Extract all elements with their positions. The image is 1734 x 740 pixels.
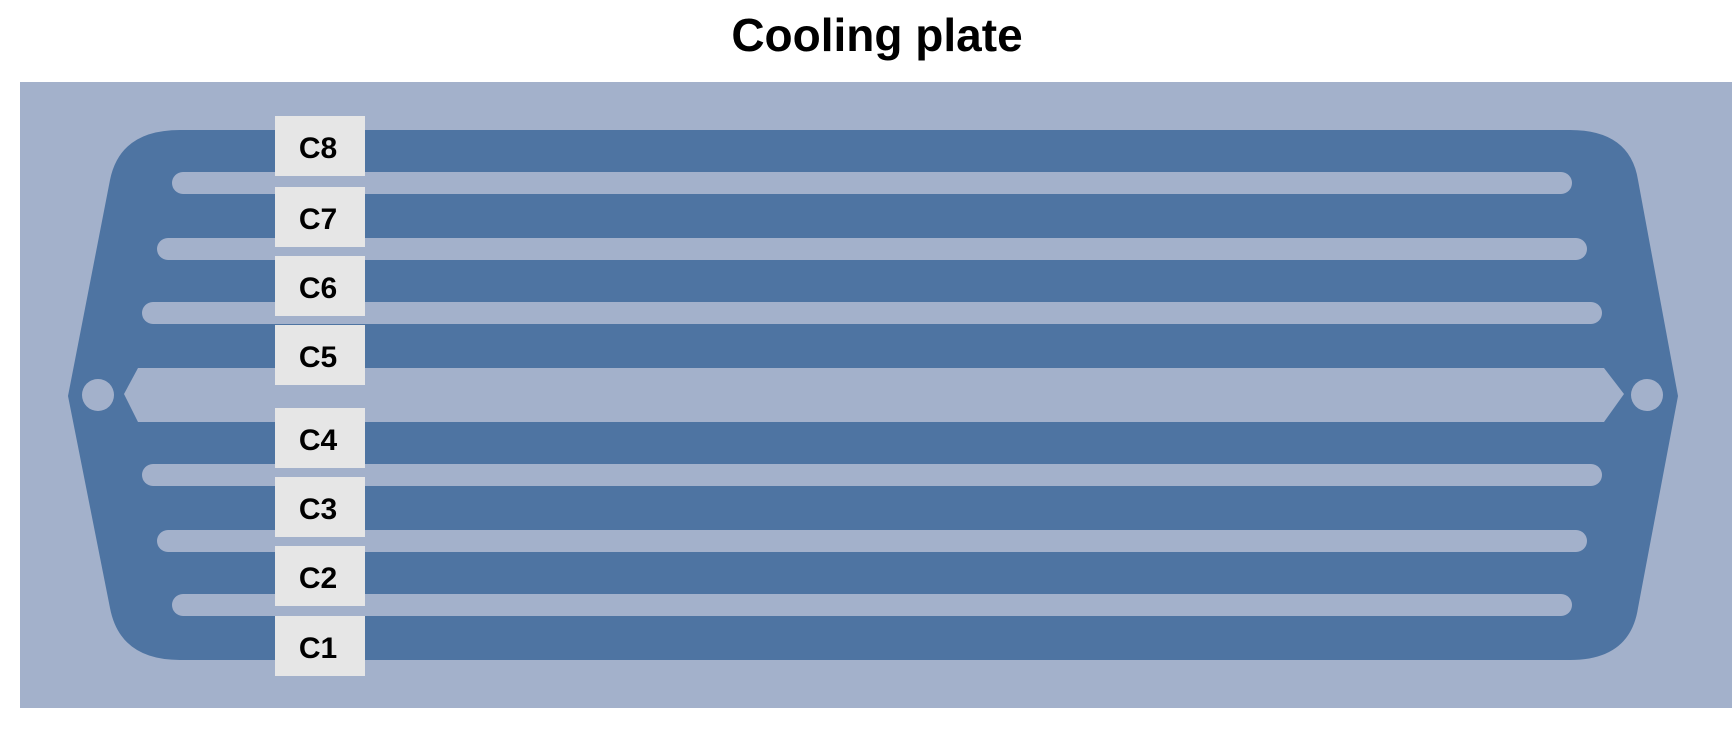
channel-label-c4: C4: [275, 408, 365, 468]
channel-label-c8: C8: [275, 116, 365, 176]
separator-c3-c2: [157, 530, 1587, 552]
channel-label-text: C6: [299, 272, 337, 305]
separator-c8-c7: [172, 172, 1572, 194]
channel-separators: [124, 172, 1624, 616]
channel-label-c3: C3: [275, 477, 365, 537]
separator-c4-c3: [142, 464, 1602, 486]
channel-label-text: C4: [299, 424, 338, 457]
channel-label-text: C8: [299, 132, 337, 165]
outlet-port: [1631, 379, 1663, 411]
channel-label-c6: C6: [275, 256, 365, 316]
channel-label-text: C5: [299, 341, 337, 374]
channel-label-text: C3: [299, 493, 337, 526]
channel-label-text: C2: [299, 562, 337, 595]
page-title: Cooling plate: [731, 9, 1023, 61]
inlet-port: [82, 379, 114, 411]
channel-label-text: C1: [299, 632, 337, 665]
channel-label-text: C7: [299, 203, 337, 236]
channel-label-c5: C5: [275, 325, 365, 385]
separator-c2-c1: [172, 594, 1572, 616]
channel-label-c7: C7: [275, 187, 365, 247]
separator-c6-c5: [142, 302, 1602, 324]
channel-label-c2: C2: [275, 546, 365, 606]
separator-c7-c6: [157, 238, 1587, 260]
channel-label-c1: C1: [275, 616, 365, 676]
separator-center: [124, 368, 1624, 422]
channel-labels: C8 C7 C6 C5 C4 C3 C2 C1: [275, 116, 365, 676]
